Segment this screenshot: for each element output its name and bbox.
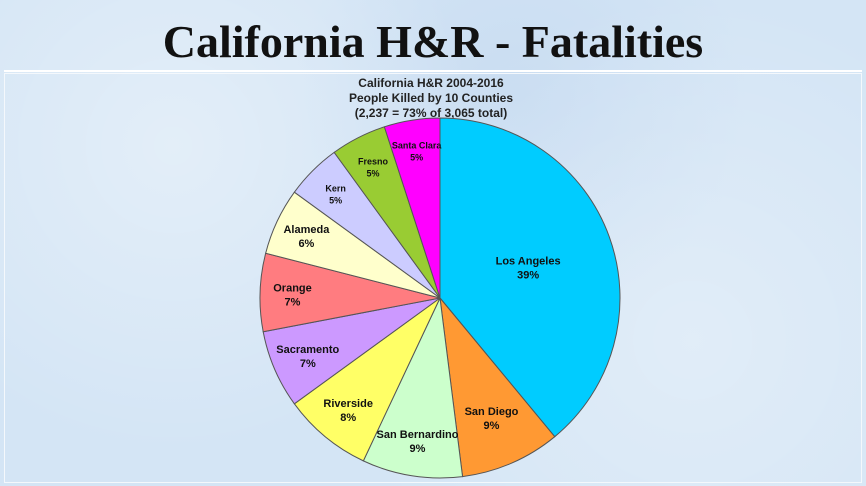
slice-percent-fresno: 5% <box>366 169 379 179</box>
chart-title: California H&R 2004-2016 <box>358 76 504 90</box>
slice-label-los-angeles: Los Angeles <box>496 255 561 267</box>
slice-riverside <box>293 297 441 462</box>
slice-percent-riverside: 8% <box>340 412 356 424</box>
slice-santa-clara <box>383 117 441 299</box>
slice-label-san-bernardino: San Bernardino <box>377 429 459 441</box>
title-divider <box>4 70 862 72</box>
slice-label-alameda: Alameda <box>283 224 330 236</box>
slice-label-riverside: Riverside <box>323 398 373 410</box>
slice-los-angeles <box>439 117 621 438</box>
chart-frame <box>4 73 862 483</box>
slice-percent-sacramento: 7% <box>300 358 316 370</box>
slice-percent-kern: 5% <box>329 196 342 206</box>
pie-slices <box>259 117 621 479</box>
slice-label-sacramento: Sacramento <box>276 344 339 356</box>
slice-percent-alameda: 6% <box>298 238 314 250</box>
slice-label-fresno: Fresno <box>358 157 389 167</box>
slice-san-bernardino <box>362 296 464 479</box>
slide-title: California H&R - Fatalities <box>162 16 704 67</box>
slice-label-san-diego: San Diego <box>465 406 519 418</box>
slice-percent-san-bernardino: 9% <box>410 443 426 455</box>
slice-label-orange: Orange <box>273 282 312 294</box>
chart-subtitle-line-2: (2,237 = 73% of 3,065 total) <box>355 106 507 120</box>
slice-label-santa-clara: Santa Clara <box>392 140 443 150</box>
slice-percent-santa-clara: 5% <box>410 152 423 162</box>
chart-subtitle-line-1: People Killed by 10 Counties <box>349 91 513 105</box>
pie-labels: Los Angeles 39% San Diego 9% San Bernardino 9… <box>273 140 560 455</box>
slice-san-diego <box>439 296 556 478</box>
slice-percent-orange: 7% <box>285 296 301 308</box>
slice-percent-los-angeles: 39% <box>517 269 539 281</box>
slice-percent-san-diego: 9% <box>484 420 500 432</box>
slice-label-kern: Kern <box>325 184 346 194</box>
